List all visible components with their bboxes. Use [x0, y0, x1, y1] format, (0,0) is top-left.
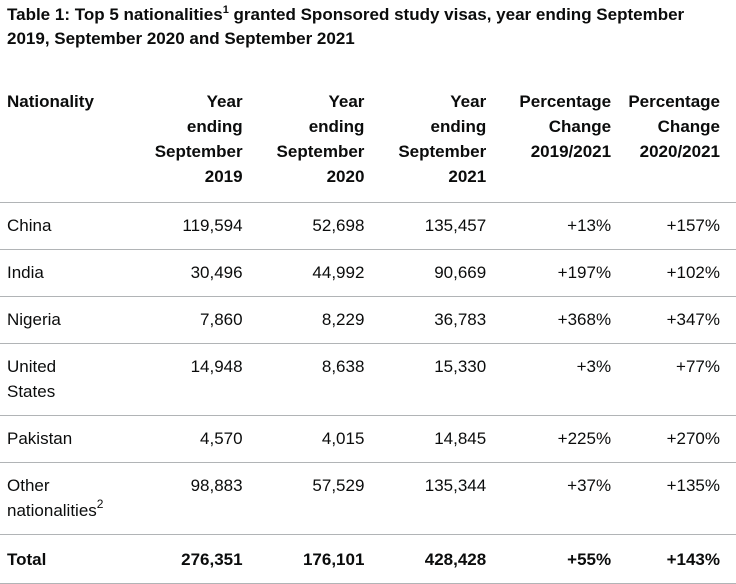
total-row: Total 276,351 176,101 428,428 +55% +143%: [0, 534, 736, 584]
cell-2021: 36,783: [364, 296, 487, 344]
header-text: 2021: [448, 167, 487, 186]
nationality-text: India: [7, 263, 44, 282]
cell-2021: 135,457: [364, 202, 487, 250]
table-row: China 119,594 52,698 135,457 +13% +157%: [0, 202, 736, 250]
cell-nationality: China: [0, 202, 124, 250]
cell-pct-2020-2021: +157%: [611, 202, 736, 250]
table-row: India 30,496 44,992 90,669 +197% +102%: [0, 249, 736, 297]
cell-total-pct-2020-2021: +143%: [611, 534, 736, 584]
cell-pct-2019-2021: +197%: [486, 249, 612, 297]
footnote-marker: 2: [96, 497, 104, 511]
header-text: Change: [657, 117, 720, 136]
cell-2019: 4,570: [123, 415, 243, 463]
nationality-text: China: [7, 216, 52, 235]
nationality-text: Other: [7, 476, 50, 495]
cell-2021: 15,330: [364, 343, 487, 416]
cell-pct-2019-2021: +368%: [486, 296, 612, 344]
header-text: September: [398, 142, 487, 161]
table-caption: Table 1: Top 5 nationalities1 granted Sp…: [7, 3, 727, 51]
cell-2020: 52,698: [242, 202, 365, 250]
cell-2019: 14,948: [123, 343, 243, 416]
header-pct-change-2020-2021: Percentage Change 2020/2021: [611, 89, 736, 203]
header-text: ending: [186, 117, 243, 136]
nationality-text: United: [7, 357, 57, 376]
nationality-text: States: [7, 382, 56, 401]
caption-suffix: granted Sponsored study visas, year endi…: [7, 5, 685, 48]
header-text: Percentage: [519, 92, 612, 111]
header-pct-change-2019-2021: Percentage Change 2019/2021: [486, 89, 612, 203]
header-text: Change: [548, 117, 612, 136]
header-text: September: [276, 142, 365, 161]
cell-total-2020: 176,101: [242, 534, 365, 584]
header-year-2020: Year ending September 2020: [242, 89, 365, 203]
cell-2020: 8,229: [242, 296, 365, 344]
header-text: Nationality: [7, 92, 94, 111]
table-row: United States 14,948 8,638 15,330 +3% +7…: [0, 343, 736, 416]
header-text: 2019: [204, 167, 243, 186]
cell-pct-2020-2021: +347%: [611, 296, 736, 344]
cell-pct-2019-2021: +3%: [486, 343, 612, 416]
cell-pct-2020-2021: +102%: [611, 249, 736, 297]
cell-pct-2019-2021: +37%: [486, 462, 612, 535]
header-text: Percentage: [628, 92, 720, 111]
nationality-text: Pakistan: [7, 429, 73, 448]
cell-2019: 119,594: [123, 202, 243, 250]
table-row: Other nationalities2 98,883 57,529 135,3…: [0, 462, 736, 535]
cell-total-label: Total: [0, 534, 124, 584]
cell-nationality: India: [0, 249, 124, 297]
header-text: Year: [206, 92, 243, 111]
cell-total-2021: 428,428: [364, 534, 487, 584]
caption-prefix: Table 1: Top 5 nationalities: [7, 5, 223, 24]
cell-pct-2019-2021: +225%: [486, 415, 612, 463]
cell-2019: 30,496: [123, 249, 243, 297]
cell-2021: 135,344: [364, 462, 487, 535]
nationality-text: nationalities: [7, 501, 97, 520]
cell-2021: 90,669: [364, 249, 487, 297]
cell-2020: 4,015: [242, 415, 365, 463]
header-text: Year: [328, 92, 365, 111]
cell-pct-2019-2021: +13%: [486, 202, 612, 250]
header-year-2021: Year ending September 2021: [364, 89, 487, 203]
cell-nationality: Other nationalities2: [0, 462, 124, 535]
cell-2020: 44,992: [242, 249, 365, 297]
header-text: September: [154, 142, 243, 161]
cell-2019: 7,860: [123, 296, 243, 344]
header-nationality: Nationality: [0, 89, 124, 203]
cell-2021: 14,845: [364, 415, 487, 463]
header-text: Year: [450, 92, 487, 111]
cell-2020: 57,529: [242, 462, 365, 535]
header-text: ending: [430, 117, 487, 136]
header-row: Nationality Year ending September 2019 Y…: [0, 89, 736, 203]
cell-total-pct-2019-2021: +55%: [486, 534, 612, 584]
visa-table: Nationality Year ending September 2019 Y…: [0, 89, 736, 584]
cell-total-2019: 276,351: [123, 534, 243, 584]
header-text: 2020/2021: [639, 142, 720, 161]
caption-footnote-marker: 1: [222, 4, 229, 16]
cell-2019: 98,883: [123, 462, 243, 535]
nationality-text: Nigeria: [7, 310, 61, 329]
cell-nationality: United States: [0, 343, 124, 416]
header-text: ending: [308, 117, 365, 136]
cell-pct-2020-2021: +77%: [611, 343, 736, 416]
header-text: 2019/2021: [530, 142, 612, 161]
header-year-2019: Year ending September 2019: [123, 89, 243, 203]
nationality-text-with-footnote: nationalities2: [7, 498, 124, 523]
cell-nationality: Nigeria: [0, 296, 124, 344]
cell-pct-2020-2021: +270%: [611, 415, 736, 463]
table-row: Nigeria 7,860 8,229 36,783 +368% +347%: [0, 296, 736, 344]
table-row: Pakistan 4,570 4,015 14,845 +225% +270%: [0, 415, 736, 463]
header-text: 2020: [326, 167, 365, 186]
cell-2020: 8,638: [242, 343, 365, 416]
cell-pct-2020-2021: +135%: [611, 462, 736, 535]
cell-nationality: Pakistan: [0, 415, 124, 463]
